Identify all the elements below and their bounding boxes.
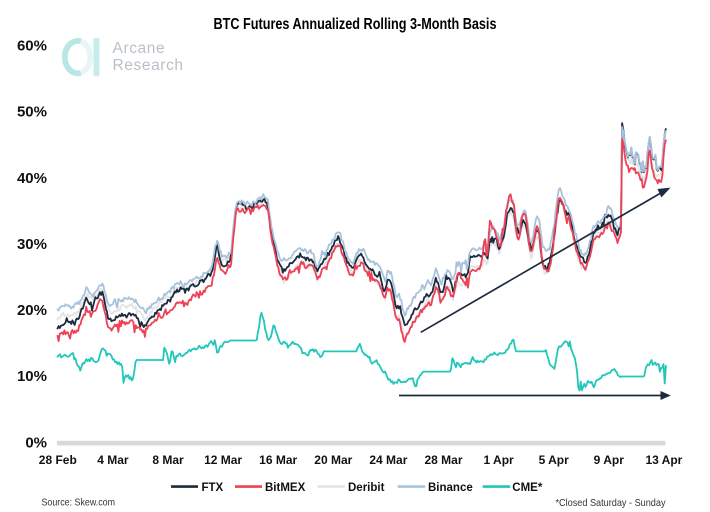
svg-text:24 Mar: 24 Mar bbox=[369, 453, 407, 467]
svg-text:1 Apr: 1 Apr bbox=[483, 453, 514, 467]
svg-text:40%: 40% bbox=[17, 170, 47, 187]
svg-text:9 Apr: 9 Apr bbox=[594, 453, 625, 467]
svg-text:Source: Skew.com: Source: Skew.com bbox=[42, 497, 116, 509]
svg-text:10%: 10% bbox=[17, 368, 47, 385]
svg-text:BTC Futures Annualized Rolling: BTC Futures Annualized Rolling 3-Month B… bbox=[214, 16, 497, 33]
svg-text:20 Mar: 20 Mar bbox=[314, 453, 352, 467]
svg-text:12 Mar: 12 Mar bbox=[204, 453, 242, 467]
svg-text:60%: 60% bbox=[17, 38, 47, 55]
svg-text:0%: 0% bbox=[25, 434, 47, 451]
svg-text:*Closed Saturday - Sunday: *Closed Saturday - Sunday bbox=[556, 497, 667, 509]
svg-text:8 Mar: 8 Mar bbox=[152, 453, 184, 467]
svg-text:Binance: Binance bbox=[428, 482, 473, 494]
svg-text:30%: 30% bbox=[17, 236, 47, 253]
svg-text:50%: 50% bbox=[17, 104, 47, 121]
svg-text:CME*: CME* bbox=[512, 482, 543, 494]
svg-text:BitMEX: BitMEX bbox=[265, 482, 306, 494]
svg-text:28 Mar: 28 Mar bbox=[424, 453, 462, 467]
svg-text:Deribit: Deribit bbox=[348, 482, 385, 494]
svg-text:28 Feb: 28 Feb bbox=[39, 453, 77, 467]
svg-text:16 Mar: 16 Mar bbox=[259, 453, 297, 467]
svg-text:20%: 20% bbox=[17, 302, 47, 319]
svg-text:Research: Research bbox=[113, 57, 184, 74]
svg-text:FTX: FTX bbox=[202, 482, 224, 494]
svg-text:13 Apr: 13 Apr bbox=[645, 453, 682, 467]
svg-text:5 Apr: 5 Apr bbox=[539, 453, 570, 467]
svg-text:Arcane: Arcane bbox=[113, 40, 166, 57]
svg-text:4 Mar: 4 Mar bbox=[97, 453, 129, 467]
